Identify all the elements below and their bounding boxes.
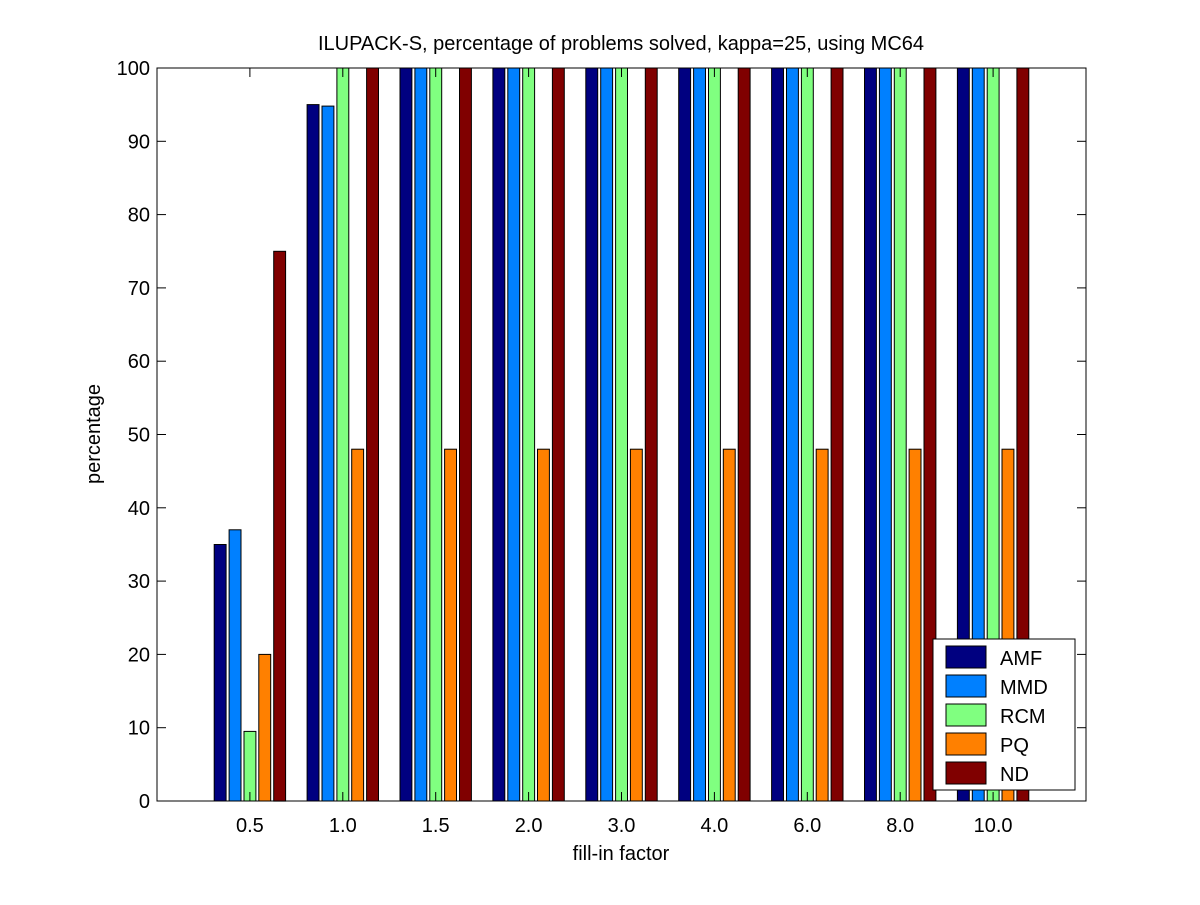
bar-nd-0.5: [273, 250, 287, 802]
bar-nd-1.0: [366, 67, 380, 802]
x-tick-label: 2.0: [515, 815, 543, 837]
y-tick-label: 90: [128, 131, 150, 153]
bar-rcm-4.0: [708, 67, 721, 802]
bar-nd-6.0: [830, 67, 844, 802]
legend-swatch-pq: [945, 732, 987, 756]
bar-amf-3.0: [585, 67, 599, 802]
bar-nd-2.0: [551, 67, 565, 802]
bar-rcm-1.5: [429, 67, 443, 802]
legend: AMF MMD RCM PQ ND: [932, 638, 1076, 791]
bar-amf-4.0: [678, 67, 692, 802]
x-tick-label: 3.0: [608, 815, 636, 837]
bar-nd-4.0: [737, 67, 751, 802]
bar-pq-1.0: [351, 448, 365, 802]
x-tick-label: 0.5: [236, 815, 264, 837]
bar-mmd-2.0: [507, 67, 521, 802]
bar-pq-8.0: [908, 448, 922, 802]
y-tick-label: 20: [128, 644, 150, 666]
bar-mmd-1.0: [321, 105, 335, 802]
bar-pq-6.0: [815, 448, 829, 802]
legend-label-rcm: RCM: [1000, 706, 1046, 728]
y-tick-label: 100: [117, 58, 150, 80]
y-tick-label: 80: [128, 205, 150, 227]
bar-rcm-8.0: [893, 67, 907, 802]
bar-amf-8.0: [864, 67, 877, 802]
legend-entries: AMF MMD RCM PQ ND: [945, 645, 1048, 786]
bar-rcm-3.0: [615, 67, 628, 802]
bar-rcm-6.0: [800, 67, 814, 802]
legend-swatch-nd: [945, 761, 987, 785]
x-tick-label: 10.0: [974, 815, 1013, 837]
legend-swatch-amf: [945, 645, 987, 669]
bar-pq-2.0: [537, 448, 550, 802]
bar-amf-6.0: [771, 67, 784, 802]
bar-mmd-8.0: [878, 67, 892, 802]
legend-label-amf: AMF: [1000, 648, 1042, 670]
y-tick-label: 0: [139, 791, 150, 813]
bar-mmd-4.0: [693, 67, 706, 802]
bar-rcm-1.0: [336, 67, 350, 802]
bar-nd-3.0: [644, 67, 658, 802]
bar-pq-3.0: [629, 448, 643, 802]
legend-swatch-mmd: [945, 674, 987, 698]
bar-pq-4.0: [722, 448, 736, 802]
bar-pq-1.5: [444, 448, 458, 802]
x-tick-label: 1.0: [329, 815, 357, 837]
x-tick-label: 6.0: [793, 815, 821, 837]
plot-frame: [156, 67, 1087, 802]
legend-label-nd: ND: [1000, 764, 1029, 786]
y-tick-label: 10: [128, 718, 150, 740]
bar-mmd-3.0: [600, 67, 614, 802]
y-tick-label: 30: [128, 571, 150, 593]
bar-amf-0.5: [213, 544, 227, 802]
x-axis-label: fill-in factor: [573, 843, 670, 865]
chart-title: ILUPACK-S, percentage of problems solved…: [318, 33, 924, 55]
bar-amf-2.0: [492, 67, 506, 802]
bar-nd-1.5: [459, 67, 472, 802]
y-tick-label: 50: [128, 425, 150, 447]
bar-pq-0.5: [258, 653, 272, 802]
x-tick-label: 8.0: [886, 815, 914, 837]
x-tick-label: 1.5: [422, 815, 450, 837]
y-axis-label: percentage: [83, 384, 105, 484]
bar-amf-1.0: [306, 104, 320, 802]
y-tick-label: 60: [128, 351, 150, 373]
legend-swatch-rcm: [945, 703, 987, 727]
x-tick-label: 4.0: [700, 815, 728, 837]
bar-rcm-2.0: [522, 67, 536, 802]
legend-label-mmd: MMD: [1000, 677, 1048, 699]
y-tick-label: 70: [128, 278, 150, 300]
bar-mmd-0.5: [228, 529, 242, 802]
bar-amf-1.5: [399, 67, 413, 802]
bar-mmd-6.0: [786, 67, 799, 802]
bar-mmd-1.5: [414, 67, 428, 802]
ticks-layer: 0 10 20 30 40 50 60 70 80 90 100 0.5 1.0 1.5 2.0 3.0 4.0…: [117, 58, 1086, 837]
legend-label-pq: PQ: [1000, 735, 1029, 757]
y-tick-label: 40: [128, 498, 150, 520]
bar-rcm-0.5: [243, 730, 257, 802]
